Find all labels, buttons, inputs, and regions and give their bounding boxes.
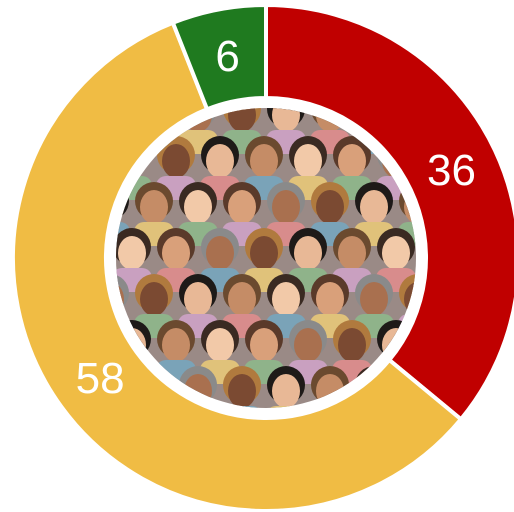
face <box>250 236 278 270</box>
face <box>206 328 234 362</box>
face <box>272 282 300 316</box>
value-label: 36 <box>427 146 476 195</box>
face <box>162 328 190 362</box>
face <box>228 374 256 408</box>
face <box>316 190 344 224</box>
face <box>184 282 212 316</box>
face <box>250 144 278 178</box>
chart: 36 58 6 <box>0 0 514 512</box>
face <box>140 190 168 224</box>
face <box>360 282 388 316</box>
face <box>228 190 256 224</box>
value-label: 58 <box>76 354 125 403</box>
face <box>382 236 410 270</box>
face <box>118 236 146 270</box>
face <box>272 190 300 224</box>
face <box>162 144 190 178</box>
face <box>228 282 256 316</box>
face <box>338 328 366 362</box>
face <box>338 144 366 178</box>
face <box>360 190 388 224</box>
face <box>294 328 322 362</box>
value-label: 6 <box>215 32 239 81</box>
face <box>316 282 344 316</box>
face <box>294 236 322 270</box>
face <box>272 374 300 408</box>
face <box>250 328 278 362</box>
face <box>184 190 212 224</box>
page: {"chart_data": {"type": "pie", "donut": … <box>0 0 514 512</box>
face <box>140 282 168 316</box>
face <box>206 236 234 270</box>
face <box>162 236 190 270</box>
face <box>338 236 366 270</box>
face <box>294 144 322 178</box>
face <box>206 144 234 178</box>
